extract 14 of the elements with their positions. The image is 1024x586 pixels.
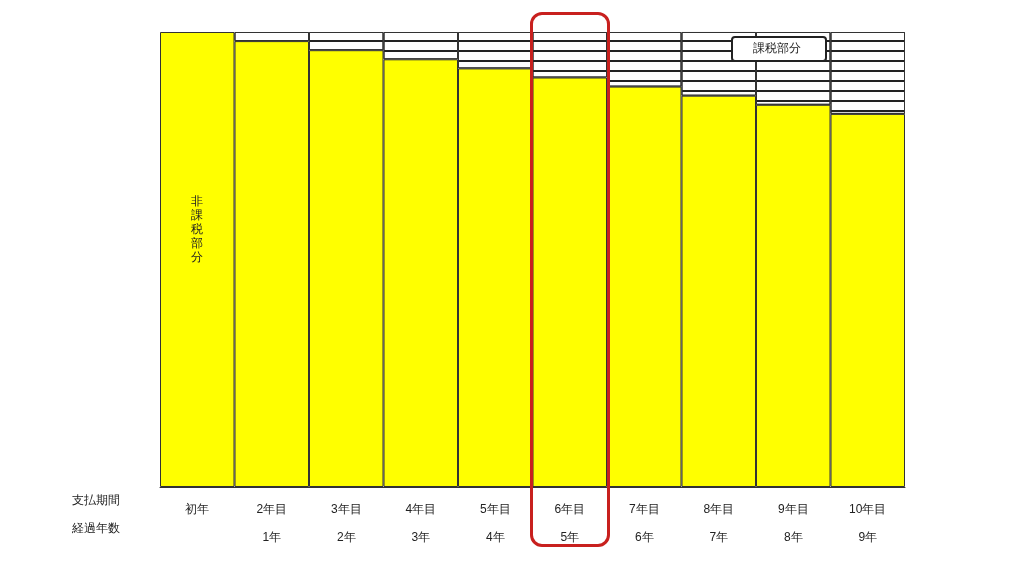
series-label: 課税部分 xyxy=(753,39,802,57)
x-tick-label: 2年目 1年 xyxy=(256,502,288,544)
x-tick-label: 4年目 3年 xyxy=(405,502,437,544)
x-tick-label: 8年目 7年 xyxy=(703,502,735,544)
x-tick-label: 5年目 4年 xyxy=(479,502,511,544)
x-tick-label: 3年目 2年 xyxy=(330,502,362,544)
x-tick-label: 10年目 9年 xyxy=(849,502,887,544)
x-tick-label: 初年 xyxy=(185,502,210,516)
text: 経過年数 xyxy=(72,520,120,537)
text: 支払期間 xyxy=(72,492,120,509)
x-tick-label: 9年目 8年 xyxy=(777,502,809,544)
x-tick-label: 7年目 6年 xyxy=(628,502,660,544)
x-tick-label: 6年目 5年 xyxy=(554,502,586,544)
series-label: 非課税部分 xyxy=(191,194,204,264)
